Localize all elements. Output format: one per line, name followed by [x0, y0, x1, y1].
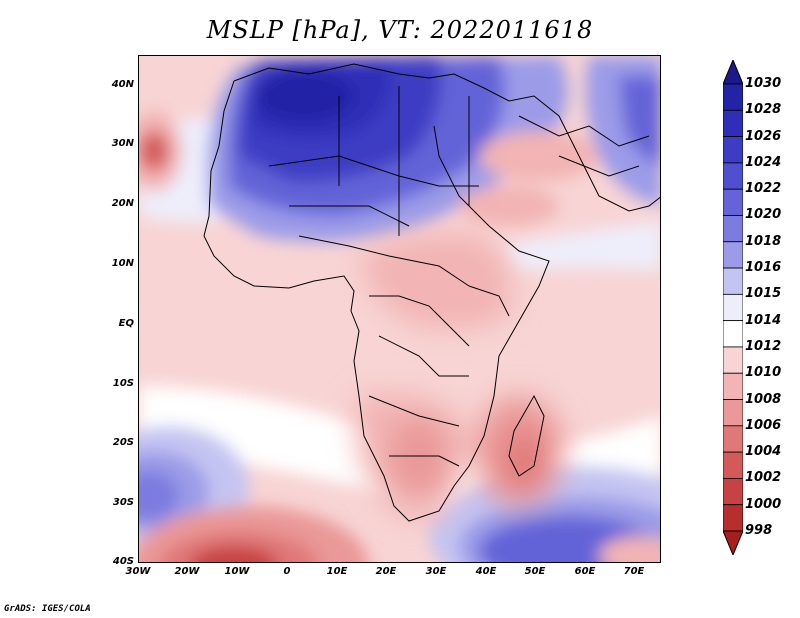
colorbar-segment: [723, 320, 743, 348]
mslp-map: [138, 55, 661, 563]
colorbar-label: 1004: [745, 444, 782, 460]
lon-label-60E: 60E: [574, 566, 596, 577]
colorbar-label: 1000: [745, 496, 782, 512]
colorbar-label: 1016: [745, 260, 782, 276]
colorbar-label: 1026: [745, 128, 782, 144]
lon-label-40E: 40E: [475, 566, 497, 577]
colorbar-segment: [723, 346, 743, 374]
lon-label-70E: 70E: [623, 566, 645, 577]
colorbar-segment: [723, 241, 743, 269]
credit-text: GrADS: IGES/COLA: [4, 604, 91, 614]
lon-label-30E: 30E: [425, 566, 447, 577]
lon-label-20E: 20E: [375, 566, 397, 577]
colorbar-label: 998: [745, 523, 773, 538]
colorbar-label: 1006: [745, 417, 782, 433]
colorbar-segment: [723, 188, 743, 216]
lat-label-40N: 40N: [111, 79, 134, 90]
colorbar-segment: [723, 162, 743, 190]
colorbar-segment: [723, 136, 743, 164]
lon-label-10W: 10W: [224, 566, 250, 577]
lat-label-20N: 20N: [111, 198, 134, 209]
lat-label-10N: 10N: [111, 258, 134, 269]
colorbar-label: 1030: [745, 76, 782, 91]
lat-label-30N: 30N: [111, 138, 134, 149]
colorbar-label: 1022: [745, 181, 782, 197]
lat-label-eq: EQ: [118, 318, 134, 329]
lon-label-20W: 20W: [174, 566, 200, 577]
lon-label-50E: 50E: [524, 566, 546, 577]
lon-label-30W: 30W: [125, 566, 151, 577]
colorbar-label: 1010: [745, 365, 782, 381]
coastlines: [203, 63, 660, 522]
colorbar: [723, 60, 743, 555]
colorbar-segment: [723, 451, 743, 479]
colorbar-segment: [723, 399, 743, 427]
colorbar-top-triangle: [723, 60, 743, 85]
colorbar-label: 1028: [745, 102, 782, 118]
lon-label-0: 0: [283, 566, 291, 577]
colorbar-label: 1018: [745, 233, 782, 249]
colorbar-label: 1002: [745, 470, 782, 486]
lat-label-10S: 10S: [112, 378, 134, 389]
map-title: MSLP [hPa], VT: 2022011618: [206, 16, 594, 44]
mslp-field: [139, 56, 660, 562]
colorbar-label: 1020: [745, 207, 782, 223]
colorbar-label: 1024: [745, 154, 782, 170]
lat-label-30S: 30S: [112, 497, 134, 508]
lon-label-10E: 10E: [326, 566, 348, 577]
colorbar-segment: [723, 83, 743, 111]
colorbar-segment: [723, 504, 743, 532]
lat-label-40S: 40S: [112, 556, 134, 567]
colorbar-segment: [723, 293, 743, 322]
colorbar-segment: [723, 109, 743, 137]
colorbar-segment: [723, 478, 743, 506]
colorbar-segment: [723, 372, 743, 400]
colorbar-segment: [723, 267, 743, 295]
colorbar-segment: [723, 215, 743, 243]
colorbar-label: 1015: [745, 286, 782, 302]
colorbar-segment: [723, 425, 743, 453]
colorbar-label: 1012: [745, 338, 782, 354]
colorbar-label: 1014: [745, 312, 782, 328]
colorbar-bottom-triangle: [723, 530, 743, 555]
colorbar-label: 1008: [745, 391, 782, 407]
lat-label-20S: 20S: [112, 437, 134, 448]
